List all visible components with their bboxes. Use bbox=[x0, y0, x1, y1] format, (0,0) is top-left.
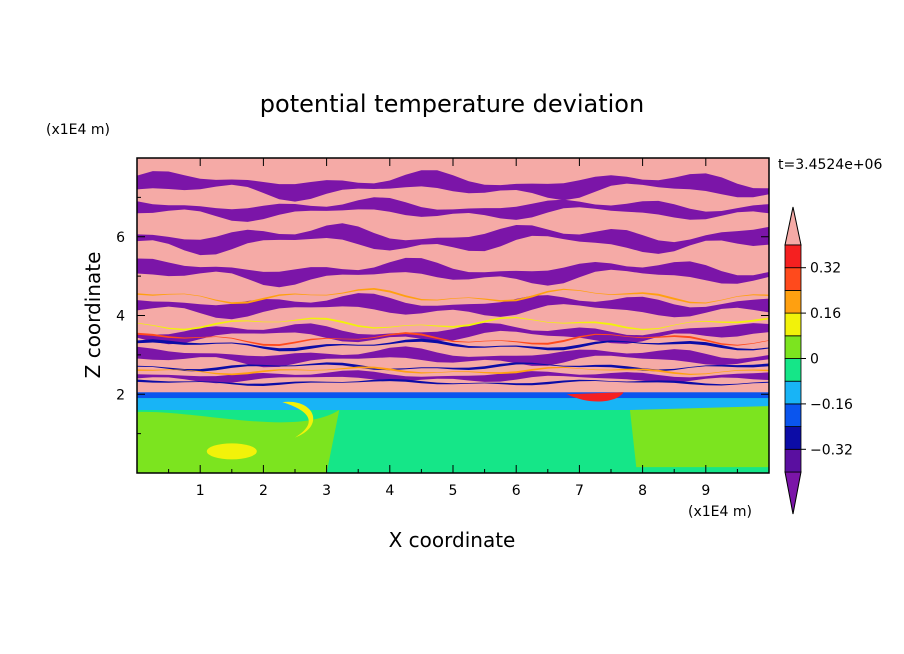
inversion-band bbox=[137, 392, 769, 399]
x-tick-label: 5 bbox=[449, 483, 458, 499]
cyan-band bbox=[137, 398, 769, 410]
colorbar-swatch bbox=[784, 289, 802, 314]
colorbar-swatch bbox=[784, 358, 802, 382]
y-tick-label: 4 bbox=[116, 309, 125, 325]
colorbar-tick-label: 0.32 bbox=[810, 261, 841, 277]
y-axis-label: Z coordinate bbox=[81, 252, 105, 379]
x-unit-label: (x1E4 m) bbox=[688, 504, 752, 520]
colorbar-swatch bbox=[784, 380, 802, 405]
x-tick-label: 7 bbox=[575, 483, 584, 499]
yellow-patch bbox=[206, 443, 257, 460]
purple-band bbox=[137, 346, 769, 368]
accent-band bbox=[137, 332, 769, 346]
chart-title: potential temperature deviation bbox=[260, 90, 644, 118]
colorbar: 0.32 0.16 0 −0.16 −0.32 bbox=[784, 206, 853, 515]
colorbar-swatch bbox=[784, 448, 802, 473]
colorbar-swatch bbox=[784, 267, 802, 291]
colorbar-swatch bbox=[784, 312, 802, 337]
green-plume bbox=[137, 410, 340, 473]
blue-band bbox=[137, 362, 769, 372]
x-tick-label: 3 bbox=[322, 483, 331, 499]
purple-band bbox=[137, 293, 769, 320]
colorbar-tick-label: 0.16 bbox=[810, 306, 841, 322]
colorbar-tick-label: −0.32 bbox=[810, 442, 853, 458]
red-patch bbox=[566, 392, 624, 402]
blue-band bbox=[137, 338, 769, 352]
x-tick-label: 2 bbox=[259, 483, 268, 499]
x-tick-label: 4 bbox=[385, 483, 394, 499]
purple-band bbox=[137, 223, 769, 256]
accent-band bbox=[137, 366, 769, 376]
purple-band bbox=[137, 197, 769, 222]
x-axis-ticks: 1 2 3 4 5 6 7 8 9 bbox=[168, 158, 738, 499]
colorbar-swatch bbox=[784, 426, 802, 450]
time-label: t=3.4524e+06 bbox=[778, 157, 882, 173]
colorbar-swatch bbox=[784, 403, 802, 427]
green-plume bbox=[629, 406, 769, 468]
purple-band bbox=[137, 257, 769, 288]
colorbar-max-extend bbox=[784, 206, 802, 246]
purple-band bbox=[137, 370, 769, 384]
x-tick-label: 1 bbox=[196, 483, 205, 499]
colorbar-swatch bbox=[784, 335, 802, 359]
y-tick-label: 6 bbox=[116, 230, 125, 246]
x-tick-label: 6 bbox=[512, 483, 521, 499]
blue-band bbox=[137, 379, 769, 386]
accent-band bbox=[137, 317, 769, 331]
y-axis-ticks: 2 4 6 bbox=[116, 196, 769, 435]
colorbar-tick-label: 0 bbox=[810, 352, 819, 368]
colorbar-min-extend bbox=[784, 471, 802, 515]
y-tick-label: 2 bbox=[116, 387, 125, 403]
purple-band bbox=[137, 170, 769, 202]
purple-band bbox=[137, 322, 769, 345]
x-tick-label: 9 bbox=[701, 483, 710, 499]
x-axis-label: X coordinate bbox=[389, 528, 516, 552]
colorbar-tick-label: −0.16 bbox=[810, 397, 853, 413]
x-tick-label: 8 bbox=[638, 483, 647, 499]
yellow-patch bbox=[282, 401, 314, 438]
y-unit-label: (x1E4 m) bbox=[46, 122, 110, 138]
colorbar-swatch bbox=[784, 244, 802, 269]
contour-field bbox=[137, 158, 769, 473]
